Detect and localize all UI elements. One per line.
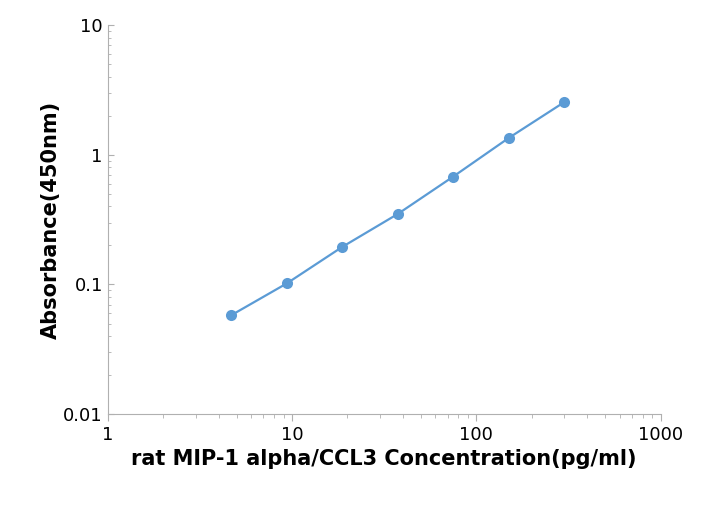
X-axis label: rat MIP-1 alpha/CCL3 Concentration(pg/ml): rat MIP-1 alpha/CCL3 Concentration(pg/ml… — [131, 449, 637, 470]
Y-axis label: Absorbance(450nm): Absorbance(450nm) — [40, 100, 60, 339]
